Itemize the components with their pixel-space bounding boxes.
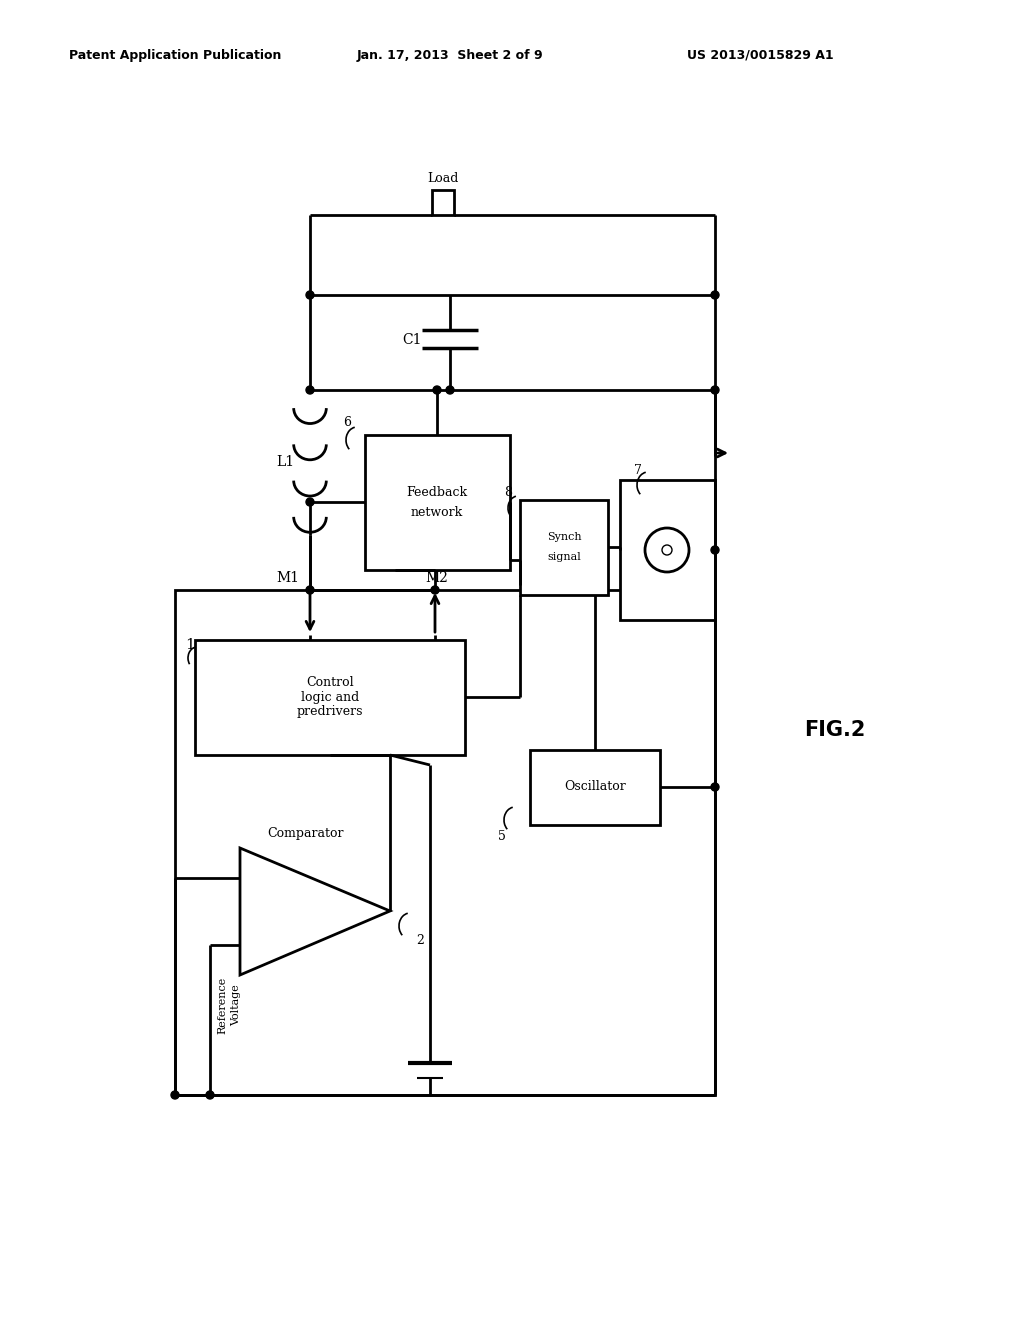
Bar [365,436,510,570]
Circle shape [711,783,719,791]
Text: 1: 1 [185,638,195,652]
Bar [432,190,454,215]
Bar [620,480,715,620]
Text: C1: C1 [402,333,422,347]
Circle shape [306,290,314,300]
Bar [195,640,465,755]
Text: Feedback: Feedback [407,486,468,499]
Text: Reference: Reference [217,977,227,1034]
Text: Voltage: Voltage [231,985,241,1026]
Text: Load: Load [427,172,459,185]
Bar [530,750,660,825]
Text: predrivers: predrivers [297,705,364,718]
Text: 2: 2 [416,935,424,948]
Circle shape [306,385,314,393]
Text: 6: 6 [343,417,351,429]
Text: Synch: Synch [547,532,582,543]
Circle shape [433,385,441,393]
Circle shape [306,586,314,594]
Text: 5: 5 [498,830,506,843]
Bar [520,500,608,595]
Text: FIG.2: FIG.2 [804,719,865,741]
Text: Oscillator: Oscillator [564,780,626,793]
Text: L1: L1 [275,455,294,469]
Circle shape [711,385,719,393]
Text: Control: Control [306,676,354,689]
Text: Patent Application Publication: Patent Application Publication [69,49,282,62]
Circle shape [206,1092,214,1100]
Circle shape [431,586,439,594]
Text: Jan. 17, 2013  Sheet 2 of 9: Jan. 17, 2013 Sheet 2 of 9 [356,49,544,62]
Circle shape [171,1092,179,1100]
Circle shape [711,546,719,554]
Text: US 2013/0015829 A1: US 2013/0015829 A1 [687,49,834,62]
Text: 8: 8 [504,486,512,499]
Bar [175,590,715,1096]
Circle shape [711,290,719,300]
Text: M1: M1 [276,572,299,585]
Circle shape [446,385,454,393]
Text: M2: M2 [426,572,449,585]
Circle shape [306,498,314,506]
Text: logic and: logic and [301,690,359,704]
Text: network: network [411,506,463,519]
Text: signal: signal [547,552,581,562]
Text: 7: 7 [634,463,642,477]
Text: Comparator: Comparator [266,826,343,840]
